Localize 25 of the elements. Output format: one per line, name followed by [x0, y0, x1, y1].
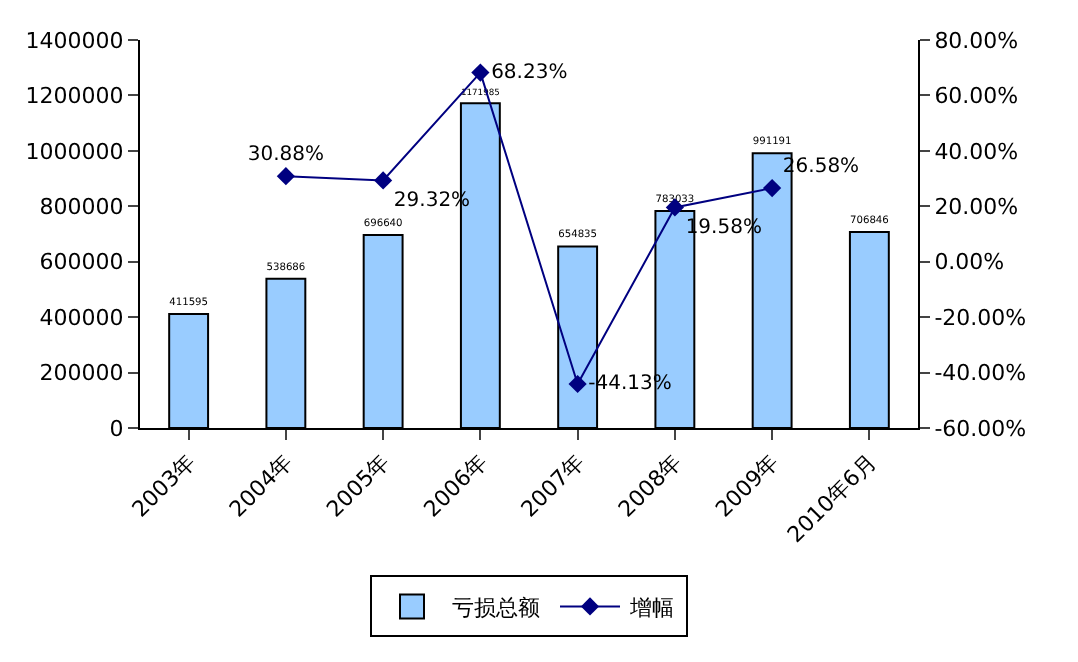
y2-tick-label: 0.00% [934, 249, 1005, 276]
point [471, 63, 490, 82]
legend-label: 亏损总额 [452, 595, 540, 622]
y2-tick-label: 40.00% [934, 138, 1019, 165]
y2-tick-label: 20.00% [934, 193, 1019, 220]
point [276, 167, 295, 186]
y-tick-label: 600000 [39, 249, 124, 276]
y-tick-label: 200000 [39, 360, 124, 387]
y-tick-label: 400000 [39, 304, 124, 331]
data-label: 30.88% [247, 144, 325, 167]
point [763, 178, 782, 198]
point [374, 171, 393, 190]
y2-tick-label: 60.00% [934, 83, 1019, 110]
y-tick-label: 1200000 [25, 83, 124, 110]
y-tick-label: 800000 [39, 193, 124, 220]
y-tick-label: 1000000 [25, 138, 124, 165]
legend-label: 增幅 [628, 595, 674, 622]
y2-tick-label: 80.00% [934, 27, 1019, 54]
y2-tick-label: -20.00% [934, 304, 1027, 331]
y-tick-label: 0 [109, 415, 124, 442]
data-label: 68.23% [491, 61, 568, 84]
y2-tick-label: -60.00% [934, 415, 1027, 442]
point [568, 374, 587, 394]
y-tick-label: 1400000 [25, 27, 124, 54]
y2-tick-label: -40.00% [934, 360, 1027, 387]
